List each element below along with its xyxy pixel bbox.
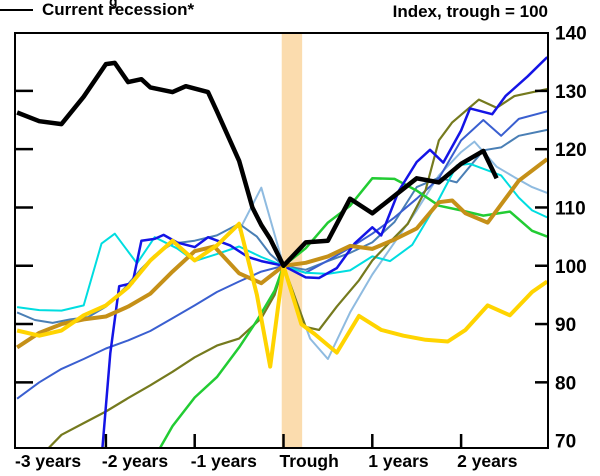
series-line-blue-recession <box>101 56 548 448</box>
legend-line-swatch <box>0 9 33 11</box>
series-line-current-recession <box>16 60 499 269</box>
x-axis-label: -3 years <box>15 451 81 471</box>
y-axis-label: 110 <box>555 198 586 219</box>
x-axis-label: 2 years <box>457 451 518 471</box>
y-axis-label: 90 <box>555 315 576 336</box>
y-axis-label: 120 <box>555 140 587 161</box>
y-axis-label: 140 <box>555 24 587 45</box>
series-line-green-recession <box>158 177 548 448</box>
y-axis-label: 80 <box>555 373 576 394</box>
x-axis-label: 1 years <box>368 451 429 471</box>
chart-title: Index, trough = 100 <box>392 2 548 21</box>
trough-band <box>281 33 303 448</box>
x-axis-label: -2 years <box>102 451 168 471</box>
y-axis-label: 70 <box>555 432 576 453</box>
series-group <box>16 56 548 448</box>
legend-label: Current recession* <box>42 0 195 19</box>
legend: Current recession* <box>0 0 600 20</box>
y-axis-label: 130 <box>555 82 587 103</box>
series-line-steel-blue-recession <box>16 128 548 324</box>
x-axis-label: -1 years <box>191 451 257 471</box>
x-axis-label: Trough <box>280 451 339 471</box>
figure-label-fragment: g <box>109 0 118 9</box>
plot-frame <box>14 32 549 449</box>
y-axis-label: 100 <box>555 257 587 278</box>
